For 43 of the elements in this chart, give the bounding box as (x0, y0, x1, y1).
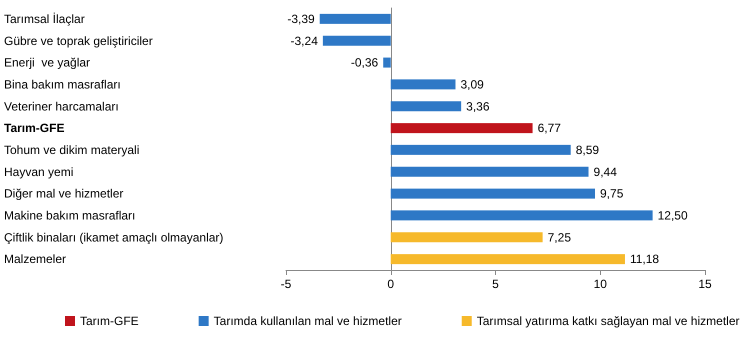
data-label: 9,75 (600, 186, 624, 201)
y-tick-label: Veteriner harcamaları (4, 99, 119, 114)
y-tick-label: Malzemeler (4, 252, 66, 266)
legend-label: Tarımsal yatırıma katkı sağlayan mal ve hizmetler (476, 314, 740, 328)
y-tick-label: Diğer mal ve hizmetler (4, 186, 124, 201)
data-label: -3,39 (287, 12, 316, 26)
bar (390, 188, 596, 199)
bar (390, 79, 456, 90)
bar (320, 14, 391, 24)
bar (390, 210, 653, 220)
data-label: 6,77 (538, 121, 562, 136)
bar (390, 144, 571, 155)
y-tick-label: Gübre ve toprak geliştiriciler (4, 34, 153, 48)
data-label: 7,25 (548, 230, 572, 244)
y-tick-label: Enerji ve yağlar (4, 56, 90, 70)
bar (390, 254, 625, 264)
bar (390, 166, 589, 177)
y-tick-label: Hayvan yemi (4, 164, 74, 179)
bar (383, 58, 391, 68)
y-tick-label: Bina bakım masrafları (4, 77, 121, 92)
y-tick-label: Çiftlik binaları (ikamet amaçlı olmayanlar) (4, 230, 224, 244)
y-tick-label: Makine bakım masrafları (4, 208, 136, 222)
data-label: 12,50 (658, 208, 688, 222)
bar (390, 101, 462, 112)
bar (390, 232, 543, 242)
data-label: 3,09 (460, 77, 484, 92)
x-tick-label: 15 (698, 277, 712, 291)
bar (390, 123, 533, 134)
data-label: -3,24 (290, 34, 318, 48)
y-tick-label: Tarımsal İlaçlar (4, 12, 85, 26)
x-tick-label: 5 (492, 277, 500, 291)
y-tick-label: Tohum ve dikim materyali (4, 142, 140, 157)
data-label: 11,18 (630, 252, 660, 266)
y-tick-label: Tarım-GFE (4, 121, 64, 136)
data-label: 3,36 (466, 99, 490, 114)
bar (322, 36, 391, 46)
legend-label: Tarımda kullanılan mal ve hizmetler (214, 314, 402, 328)
x-tick-label: 0 (387, 277, 394, 291)
x-tick-label: 10 (594, 277, 608, 291)
data-label: -0,36 (350, 56, 379, 70)
x-tick-label: -5 (280, 277, 292, 291)
data-label: 9,44 (594, 164, 618, 179)
data-label: 8,59 (576, 142, 600, 157)
